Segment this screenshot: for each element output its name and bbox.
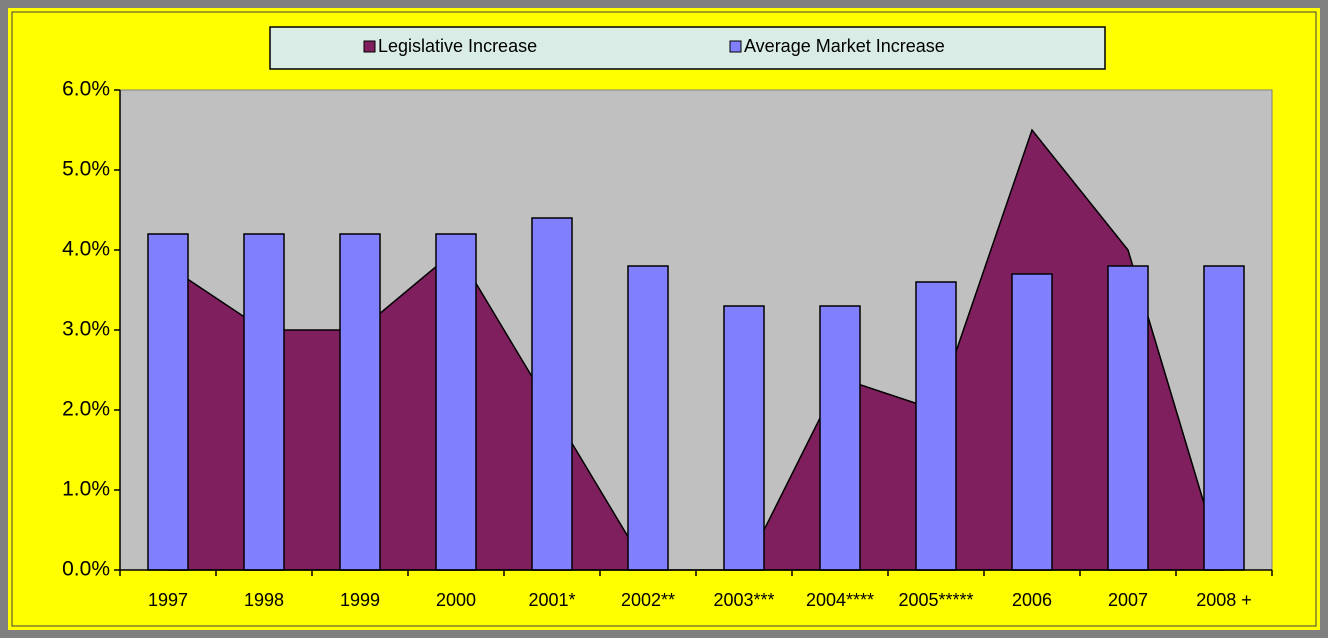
bar	[915, 281, 957, 571]
x-tick-label: 2007	[1108, 590, 1148, 610]
bar	[1107, 265, 1149, 571]
x-tick-label: 2004****	[806, 590, 874, 610]
legend-label: Legislative Increase	[378, 36, 537, 56]
x-tick-label: 1997	[148, 590, 188, 610]
x-tick-label: 2006	[1012, 590, 1052, 610]
bar	[339, 233, 381, 571]
x-tick-label: 2003***	[713, 590, 774, 610]
x-tick-label: 2008 +	[1196, 590, 1252, 610]
y-tick-label: 0.0%	[62, 558, 110, 581]
bar	[1203, 265, 1245, 571]
bar	[435, 233, 477, 571]
y-tick-label: 5.0%	[62, 158, 110, 181]
bar	[819, 305, 861, 571]
chart-frame-inner	[11, 11, 1317, 627]
x-tick-label: 2002**	[621, 590, 675, 610]
x-tick-label: 1999	[340, 590, 380, 610]
bar	[531, 217, 573, 571]
legend-swatch	[363, 40, 376, 53]
x-tick-label: 2001*	[528, 590, 575, 610]
y-tick-label: 2.0%	[62, 398, 110, 421]
x-tick-label: 1998	[244, 590, 284, 610]
x-tick-label: 2005*****	[898, 590, 973, 610]
bar	[1011, 273, 1053, 571]
y-tick-label: 6.0%	[62, 78, 110, 101]
bar	[147, 233, 189, 571]
bar	[723, 305, 765, 571]
legend-box	[269, 26, 1106, 70]
legend-swatch	[729, 40, 742, 53]
y-tick-label: 3.0%	[62, 318, 110, 341]
x-tick-label: 2000	[436, 590, 476, 610]
bar	[627, 265, 669, 571]
y-tick-label: 4.0%	[62, 238, 110, 261]
legend-label: Average Market Increase	[744, 36, 945, 56]
y-tick-label: 1.0%	[62, 478, 110, 501]
bar	[243, 233, 285, 571]
